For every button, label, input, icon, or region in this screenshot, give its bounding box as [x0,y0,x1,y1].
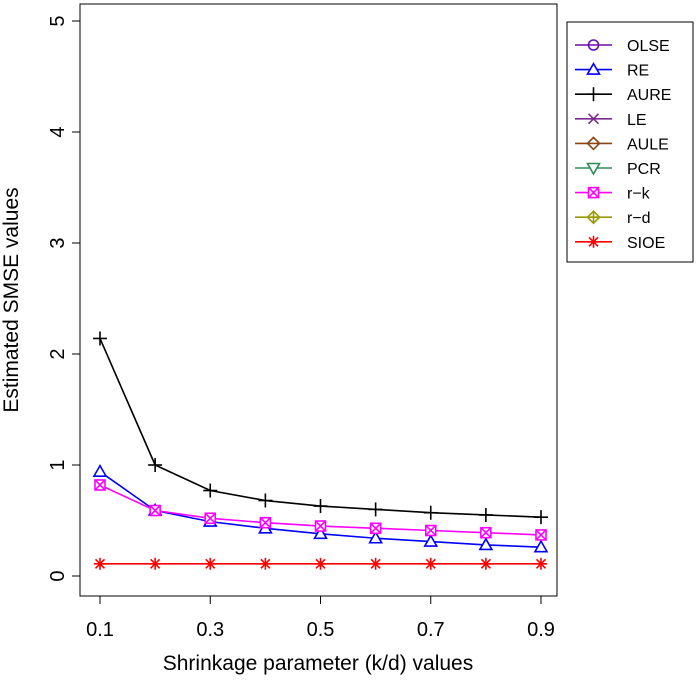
x-tick-label: 0.9 [527,619,555,641]
y-tick-label: 2 [47,348,69,359]
series-rk [94,479,547,541]
y-axis: 0 1 2 3 4 5 [47,15,81,582]
series-aure-point [148,458,163,472]
series-aure-point [313,499,328,514]
legend-label: r−d [627,210,651,227]
legend-item-re: RE [575,61,649,80]
series-sioe-point [204,557,217,570]
series-sioe [94,557,547,570]
series-re-point [368,530,384,544]
series-aure-point [258,493,273,508]
series-rk-point [424,524,437,537]
legend-marker [586,162,601,176]
legend-marker [587,186,600,199]
y-tick-label: 4 [47,126,69,137]
legend-label: r−k [627,186,651,203]
series-aure-point [534,510,548,525]
series-layer [92,331,549,570]
series-re-point [92,464,108,477]
y-tick-label: 0 [47,570,69,581]
series-sioe-point [314,557,327,570]
y-axis-title: Estimated SMSE values [0,187,23,412]
legend-marker [587,235,600,248]
series-aure-point [368,502,383,517]
series-sioe-point [479,557,492,570]
legend-label: AULE [627,136,669,153]
legend-marker [586,210,601,225]
series-re-point [313,526,328,540]
legend-item-olse: OLSE [575,38,670,55]
legend-item-rd: r−d [575,210,651,227]
x-tick-label: 0.7 [417,619,445,641]
y-tick-label: 5 [47,15,69,26]
legend-item-pcr: PCR [575,161,661,178]
series-rk-point [259,516,272,529]
series-rk-point [480,526,492,539]
legend-label: PCR [627,161,661,178]
series-sioe-point [424,557,437,570]
y-tick-label: 1 [47,459,69,470]
legend-label: OLSE [627,38,670,55]
legend-label: AURE [627,87,671,104]
series-sioe-point [369,557,382,570]
legend-item-le: LE [575,112,647,129]
legend-item-aure: AURE [575,87,671,104]
legend-marker [586,61,601,75]
series-rk-point [369,522,382,535]
legend-label: LE [627,112,647,129]
x-axis: 0.1 0.3 0.5 0.7 0.9 [86,595,555,641]
series-aure-point [423,505,438,520]
legend-item-rk: r−k [575,186,651,203]
series-rk-point [149,504,161,517]
series-rk-point [94,479,106,491]
series-sioe-point [149,557,162,570]
series-sioe-point [94,557,106,570]
series-sioe-point [259,557,272,570]
series-aure [93,331,548,525]
series-rk-point [535,529,547,541]
y-tick-label: 3 [47,237,69,248]
legend: OLSE RE AURE LE AULE PCR r−k r−d SIOE [566,21,694,263]
series-rk-point [314,520,327,532]
x-tick-label: 0.5 [307,619,335,641]
series-aure-line [99,338,542,518]
x-tick-label: 0.1 [86,619,114,641]
series-re-point [478,537,494,551]
series-re-point [423,533,439,547]
series-re-point [533,539,549,553]
x-tick-label: 0.3 [196,619,224,641]
series-aure-point [478,507,493,522]
legend-marker [587,113,600,125]
legend-marker [587,39,600,51]
legend-item-sioe: SIOE [575,235,665,252]
series-aure-point [203,483,218,498]
series-sioe-point [535,557,547,570]
series-rk-point [204,512,217,525]
legend-item-aule: AULE [575,136,669,153]
series-aure-point [93,331,107,346]
legend-marker [586,87,601,102]
x-axis-title: Shrinkage parameter (k/d) values [163,652,473,675]
legend-label: RE [627,63,649,80]
legend-label: SIOE [627,235,665,252]
legend-marker [586,136,601,151]
